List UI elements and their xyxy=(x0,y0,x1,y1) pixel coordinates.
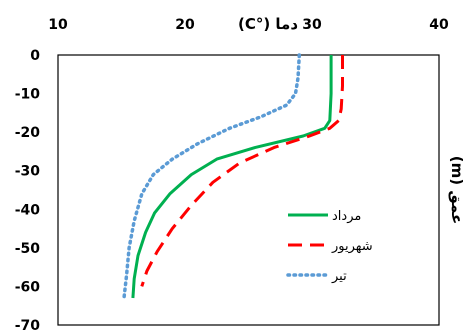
x-tick-label: 10 xyxy=(48,17,68,33)
legend-label-2: تیر xyxy=(331,269,347,284)
x-tick-labels: 10 20 30 40 xyxy=(48,17,449,33)
series-line-2 xyxy=(122,53,302,300)
legend: مرداد شهریور تیر xyxy=(286,209,373,284)
y-tick-label: -20 xyxy=(15,125,41,141)
legend-label-0: مرداد xyxy=(332,209,361,224)
series-lines xyxy=(122,53,344,300)
y-tick-label: -40 xyxy=(15,202,41,218)
x-tick-label: 30 xyxy=(302,17,322,33)
series-line-1 xyxy=(140,55,344,287)
series-line-0 xyxy=(131,55,333,299)
y-tick-label: -70 xyxy=(15,318,41,334)
y-axis-title: عمق (m) xyxy=(448,156,463,224)
x-axis-title: دما (°C) xyxy=(238,15,298,33)
x-tick-label: 20 xyxy=(175,17,195,33)
x-tick-label: 40 xyxy=(429,17,449,33)
y-tick-label: -30 xyxy=(15,164,41,180)
y-tick-label: -50 xyxy=(15,241,41,257)
y-tick-labels: 0 -10 -20 -30 -40 -50 -60 -70 xyxy=(15,48,41,334)
plot-area-frame xyxy=(57,54,440,326)
y-tick-label: 0 xyxy=(30,48,40,64)
y-tick-label: -10 xyxy=(15,87,41,103)
legend-label-1: شهریور xyxy=(331,239,373,254)
y-tick-label: -60 xyxy=(15,279,41,295)
